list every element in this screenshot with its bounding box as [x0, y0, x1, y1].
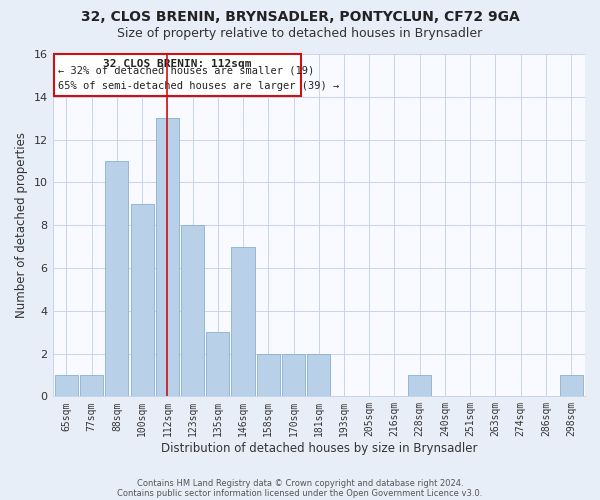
- Bar: [232, 246, 254, 396]
- Bar: [307, 354, 331, 397]
- Bar: [131, 204, 154, 396]
- Bar: [282, 354, 305, 397]
- Text: Contains HM Land Registry data © Crown copyright and database right 2024.: Contains HM Land Registry data © Crown c…: [137, 478, 463, 488]
- Bar: [55, 375, 78, 396]
- Bar: [105, 161, 128, 396]
- Bar: [408, 375, 431, 396]
- X-axis label: Distribution of detached houses by size in Brynsadler: Distribution of detached houses by size …: [161, 442, 477, 455]
- Bar: [80, 375, 103, 396]
- FancyBboxPatch shape: [54, 54, 301, 96]
- Text: Contains public sector information licensed under the Open Government Licence v3: Contains public sector information licen…: [118, 488, 482, 498]
- Text: ← 32% of detached houses are smaller (19): ← 32% of detached houses are smaller (19…: [58, 65, 314, 75]
- Text: Size of property relative to detached houses in Brynsadler: Size of property relative to detached ho…: [118, 28, 482, 40]
- Text: 32, CLOS BRENIN, BRYNSADLER, PONTYCLUN, CF72 9GA: 32, CLOS BRENIN, BRYNSADLER, PONTYCLUN, …: [80, 10, 520, 24]
- Bar: [156, 118, 179, 396]
- Bar: [181, 225, 204, 396]
- Text: 65% of semi-detached houses are larger (39) →: 65% of semi-detached houses are larger (…: [58, 81, 339, 91]
- Bar: [560, 375, 583, 396]
- Y-axis label: Number of detached properties: Number of detached properties: [15, 132, 28, 318]
- Text: 32 CLOS BRENIN: 112sqm: 32 CLOS BRENIN: 112sqm: [103, 60, 252, 70]
- Bar: [257, 354, 280, 397]
- Bar: [206, 332, 229, 396]
